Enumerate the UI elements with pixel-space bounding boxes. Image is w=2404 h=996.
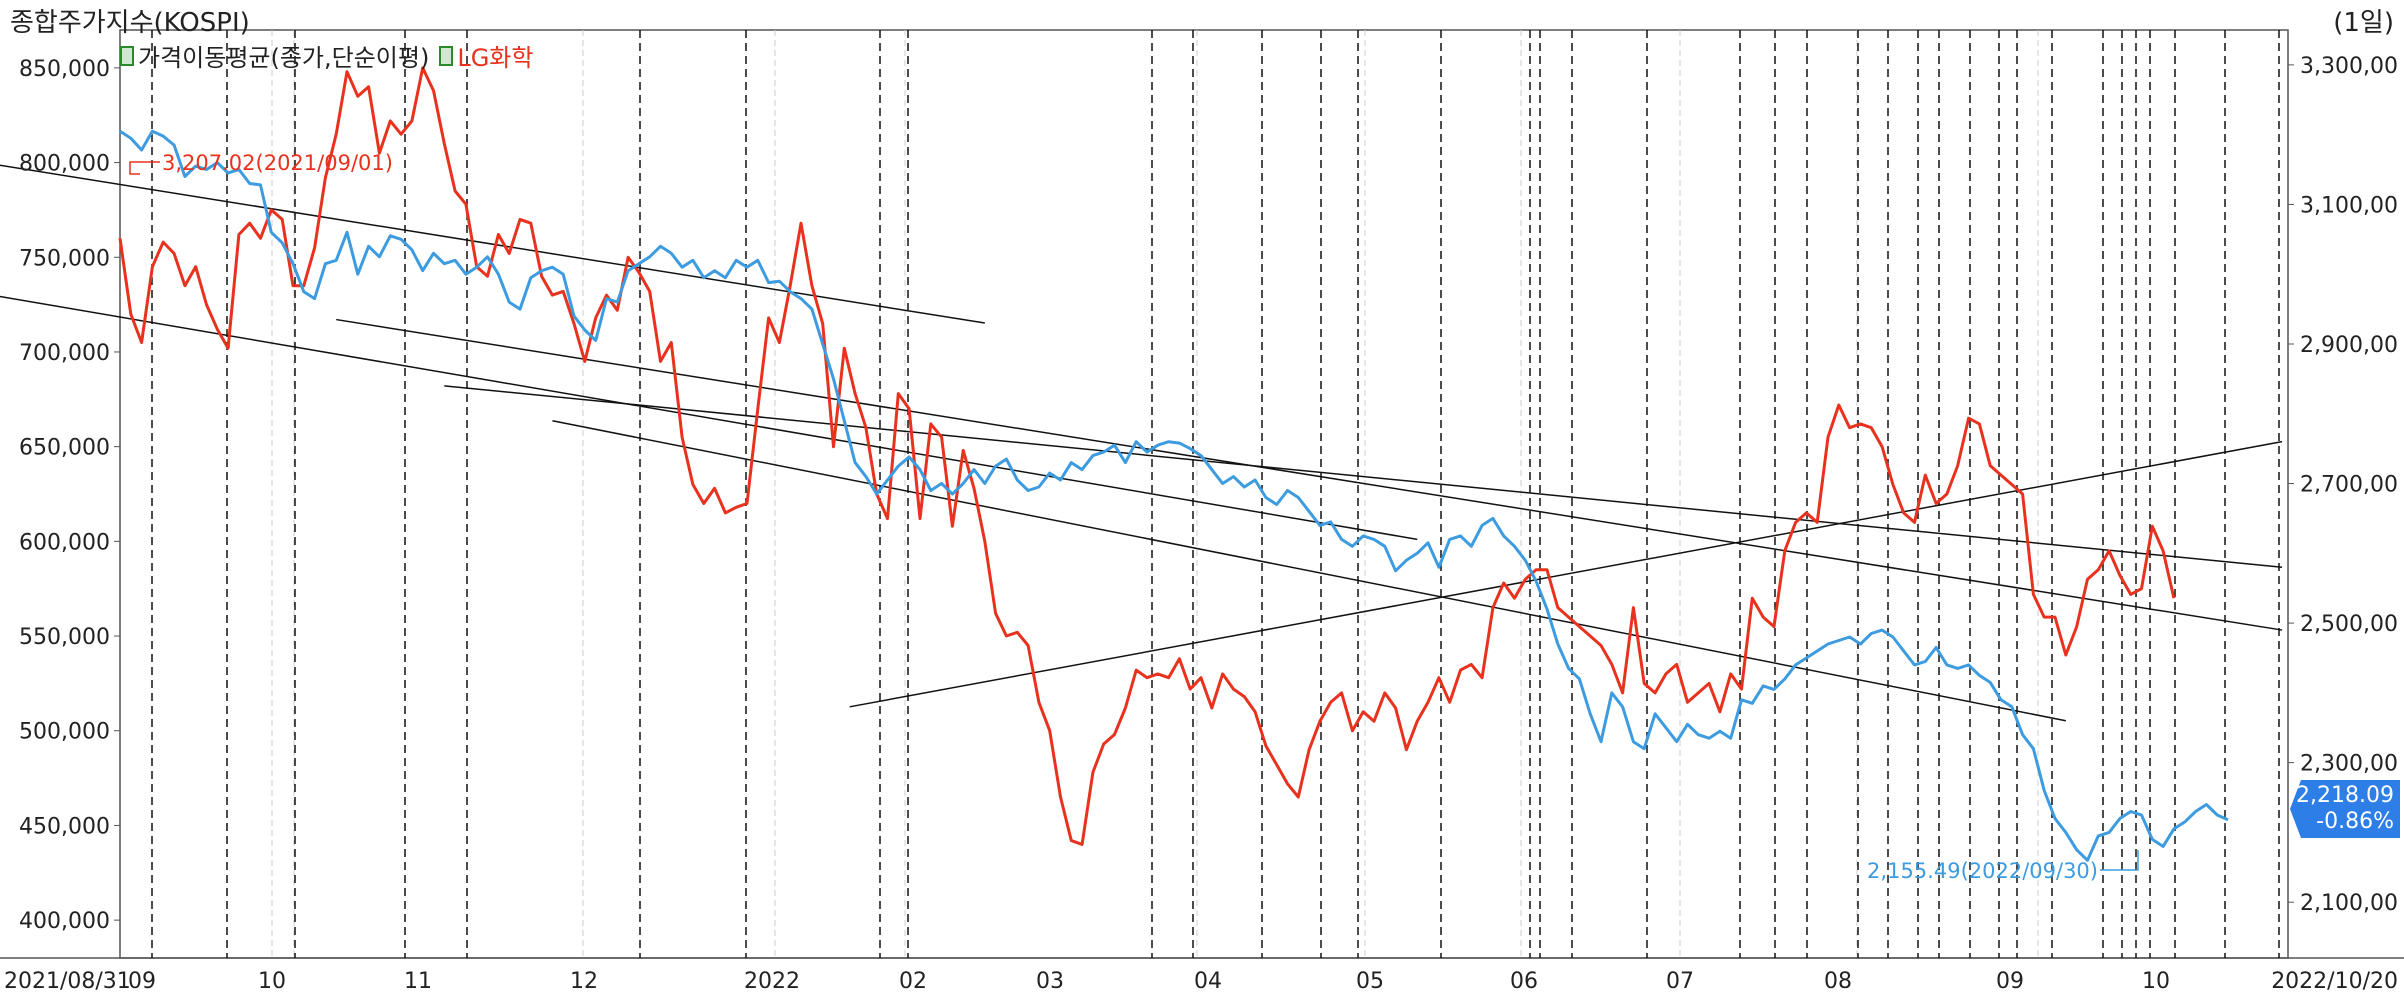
legend-checkbox-icon[interactable] [120, 45, 134, 66]
right-tick-label: 2,900,00 [2300, 333, 2398, 358]
annotations: 3,207.02(2021/09/01) 2,155.49(2022/09/30) [129, 151, 2139, 883]
x-tick-label: 09 [1996, 969, 2024, 994]
low-marker [2100, 850, 2139, 871]
x-tick-label: 2022 [744, 969, 800, 994]
legend-label-lgchem: LG화학 [457, 44, 534, 72]
right-tick-label: 2,100,00 [2300, 891, 2398, 916]
left-tick-label: 800,000 [19, 152, 110, 177]
low-annotation: 2,155.49(2022/09/30) [1867, 859, 2098, 883]
x-tick-label: 05 [1356, 969, 1384, 994]
x-start-label: 2021/08/31 [4, 969, 131, 994]
x-tick-label: 08 [1824, 969, 1852, 994]
x-tick-label: 07 [1666, 969, 1694, 994]
x-tick-label: 10 [2142, 969, 2170, 994]
left-tick-label: 650,000 [19, 436, 110, 461]
right-tick-label: 3,300,00 [2300, 54, 2398, 79]
left-tick-label: 850,000 [19, 57, 110, 82]
right-tick-label: 3,100,00 [2300, 193, 2398, 218]
vertical-grid [151, 30, 2280, 958]
x-tick-label: 03 [1036, 969, 1064, 994]
x-tick-label: 11 [404, 969, 432, 994]
left-tick-label: 700,000 [19, 341, 110, 366]
left-tick-label: 450,000 [19, 814, 110, 839]
trendline [552, 420, 2066, 722]
badge-value: 2,218.09 [2296, 783, 2394, 808]
legend-checkbox-icon[interactable] [439, 45, 454, 66]
last-value-badge: 2,218.09 -0.86% [2290, 780, 2400, 838]
right-tick-label: 2,500,00 [2300, 612, 2398, 637]
x-tick-label: 09 [128, 969, 156, 994]
x-tick-label: 06 [1510, 969, 1538, 994]
left-tick-label: 500,000 [19, 720, 110, 745]
axes [0, 29, 2404, 959]
trendline [336, 318, 2283, 631]
left-tick-label: 550,000 [19, 625, 110, 650]
legend: 가격이동평균(종가,단순이평) LG화학 [120, 38, 533, 73]
trendline [0, 164, 985, 324]
series-line-kospi [119, 129, 2229, 862]
x-end-label: 2022/10/20 [2271, 969, 2398, 994]
series [118, 66, 2229, 862]
right-tick-label: 2,300,00 [2300, 752, 2398, 777]
high-marker [129, 161, 160, 175]
trendline [849, 440, 2283, 708]
trendline [444, 385, 2283, 569]
x-tick-label: 12 [570, 969, 598, 994]
x-tick-label: 04 [1194, 969, 1222, 994]
badge-change: -0.86% [2316, 809, 2394, 834]
legend-label-ma: 가격이동평균(종가,단순이평) [138, 44, 430, 72]
chart-title: 종합주가지수(KOSPI) [10, 8, 250, 38]
legend-item-lgchem[interactable]: LG화학 [439, 38, 533, 73]
right-tick-label: 2,700,00 [2300, 473, 2398, 498]
period-label: (1일) [2333, 8, 2394, 38]
series-line-lgchem [118, 66, 2176, 846]
x-tick-label: 02 [899, 969, 927, 994]
left-tick-label: 400,000 [19, 909, 110, 934]
plot-frame [119, 29, 2289, 959]
legend-item-ma[interactable]: 가격이동평균(종가,단순이평) [120, 38, 429, 73]
left-tick-label: 750,000 [19, 246, 110, 271]
trendlines [0, 164, 2283, 722]
high-annotation: 3,207.02(2021/09/01) [162, 151, 393, 175]
left-tick-label: 600,000 [19, 530, 110, 555]
x-tick-label: 10 [258, 969, 286, 994]
tick-labels: 850,000 800,000 750,000 700,000 650,000 600,0… [4, 54, 2398, 994]
